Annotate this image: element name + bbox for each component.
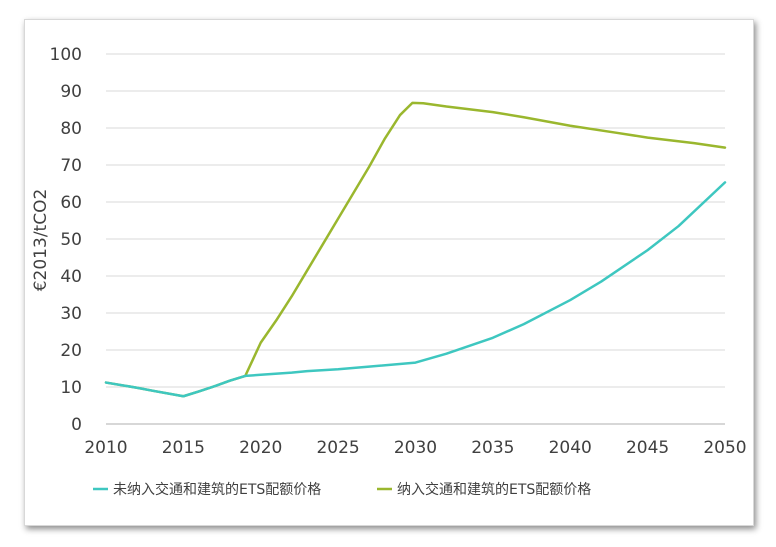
legend: 未纳入交通和建筑的ETS配额价格 纳入交通和建筑的ETS配额价格	[93, 481, 591, 498]
y-tick-label: 90	[60, 82, 82, 102]
legend-label-series-2: 纳入交通和建筑的ETS配额价格	[397, 481, 591, 498]
y-tick-label: 50	[60, 230, 82, 250]
x-tick-label: 2035	[471, 438, 514, 458]
x-tick-labels: 2010 2015 2020 2025 2030 2035 2040 2045 2050	[84, 438, 746, 458]
y-tick-label: 40	[60, 267, 82, 287]
x-tick-label: 2015	[162, 438, 205, 458]
x-tick-label: 2045	[626, 438, 669, 458]
y-tick-label: 70	[60, 156, 82, 176]
y-tick-label: 60	[60, 193, 82, 213]
chart-frame	[24, 19, 754, 526]
y-tick-label: 80	[60, 119, 82, 139]
x-tick-label: 2050	[703, 438, 746, 458]
y-tick-label: 100	[50, 45, 82, 65]
y-tick-label: 20	[60, 341, 82, 361]
x-tick-label: 2030	[394, 438, 437, 458]
x-tick-label: 2040	[549, 438, 592, 458]
series-lines	[104, 101, 727, 398]
x-tick-label: 2020	[239, 438, 282, 458]
y-tick-label: 30	[60, 304, 82, 324]
x-tick-label: 2010	[84, 438, 127, 458]
y-tick-label: 10	[60, 378, 82, 398]
series-line-1	[104, 181, 727, 398]
x-tick-label: 2025	[316, 438, 359, 458]
y-tick-labels: 0 10 20 30 40 50 60 70 80 90 100	[50, 45, 82, 435]
series-line-2	[104, 101, 727, 398]
y-tick-label: 0	[71, 415, 82, 435]
legend-label-series-1: 未纳入交通和建筑的ETS配额价格	[113, 481, 321, 498]
y-axis-label: €2013/tCO2	[31, 189, 51, 292]
